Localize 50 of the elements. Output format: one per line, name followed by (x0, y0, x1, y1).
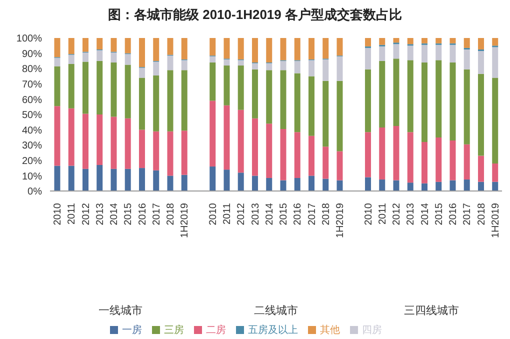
x-tick-label: 2014 (420, 202, 431, 226)
x-tick-label: 1H2019 (490, 202, 502, 238)
x-tick-label: 2015 (434, 202, 445, 226)
y-tick-label: 40% (22, 125, 42, 136)
x-tick-label: 2016 (448, 202, 460, 226)
legend-label: 五房及以上 (248, 325, 298, 336)
y-tick-label: 100% (16, 34, 42, 45)
y-tick-label: 60% (22, 94, 42, 106)
y-tick-label: 20% (22, 156, 42, 167)
text: 二线城市 (253, 304, 299, 318)
y-tick-label: 90% (22, 48, 42, 60)
x-tick-label: 2010 (52, 202, 64, 226)
y-tick-label: 70% (22, 79, 42, 90)
x-tick-label: 2012 (80, 202, 92, 226)
x-tick-label: 1H2019 (335, 202, 346, 238)
x-tick-label: 2013 (406, 202, 417, 226)
legend-label: 二房 (206, 325, 226, 336)
legend-label: 其他 (320, 325, 340, 336)
x-tick-label: 2018 (320, 202, 332, 226)
x-tick-label: 2016 (137, 202, 148, 226)
x-tick-label: 2017 (462, 202, 474, 226)
x-tick-label: 2018 (476, 202, 488, 226)
x-tick-label: 2016 (292, 202, 304, 226)
x-tick-label: 2010 (363, 202, 374, 226)
y-tick-label: 50% (22, 110, 42, 122)
x-tick-label: 2012 (236, 202, 248, 226)
x-tick-label: 2012 (392, 202, 403, 226)
x-tick-label: 2011 (66, 202, 78, 225)
y-tick-label: 80% (22, 64, 42, 76)
x-tick-label: 2011 (222, 202, 234, 225)
x-tick-label: 2017 (151, 202, 162, 226)
x-tick-label: 2014 (109, 202, 120, 226)
x-tick-label: 2015 (278, 202, 290, 226)
legend-label: 一房 (122, 325, 142, 336)
text: 三四线城市 (402, 304, 460, 318)
x-tick-label: 2013 (94, 202, 106, 226)
x-tick-label: 2010 (208, 202, 219, 226)
x-tick-label: 1H2019 (180, 202, 191, 238)
text: 一线城市 (98, 304, 144, 318)
y-tick-label: 30% (22, 140, 42, 152)
y-tick-label: 0% (28, 186, 42, 198)
chart-title: 图：各城市能级 2010-1H2019 各户型成交套数占比 (106, 6, 403, 24)
x-tick-label: 2013 (250, 202, 262, 226)
x-tick-label: 2014 (264, 202, 276, 226)
x-tick-label: 2017 (306, 202, 318, 226)
x-tick-label: 2018 (166, 202, 177, 226)
y-tick-label: 10% (22, 171, 42, 182)
legend-label: 三房 (164, 325, 184, 336)
x-tick-label: 2011 (377, 202, 388, 225)
x-tick-label: 2015 (123, 202, 134, 226)
